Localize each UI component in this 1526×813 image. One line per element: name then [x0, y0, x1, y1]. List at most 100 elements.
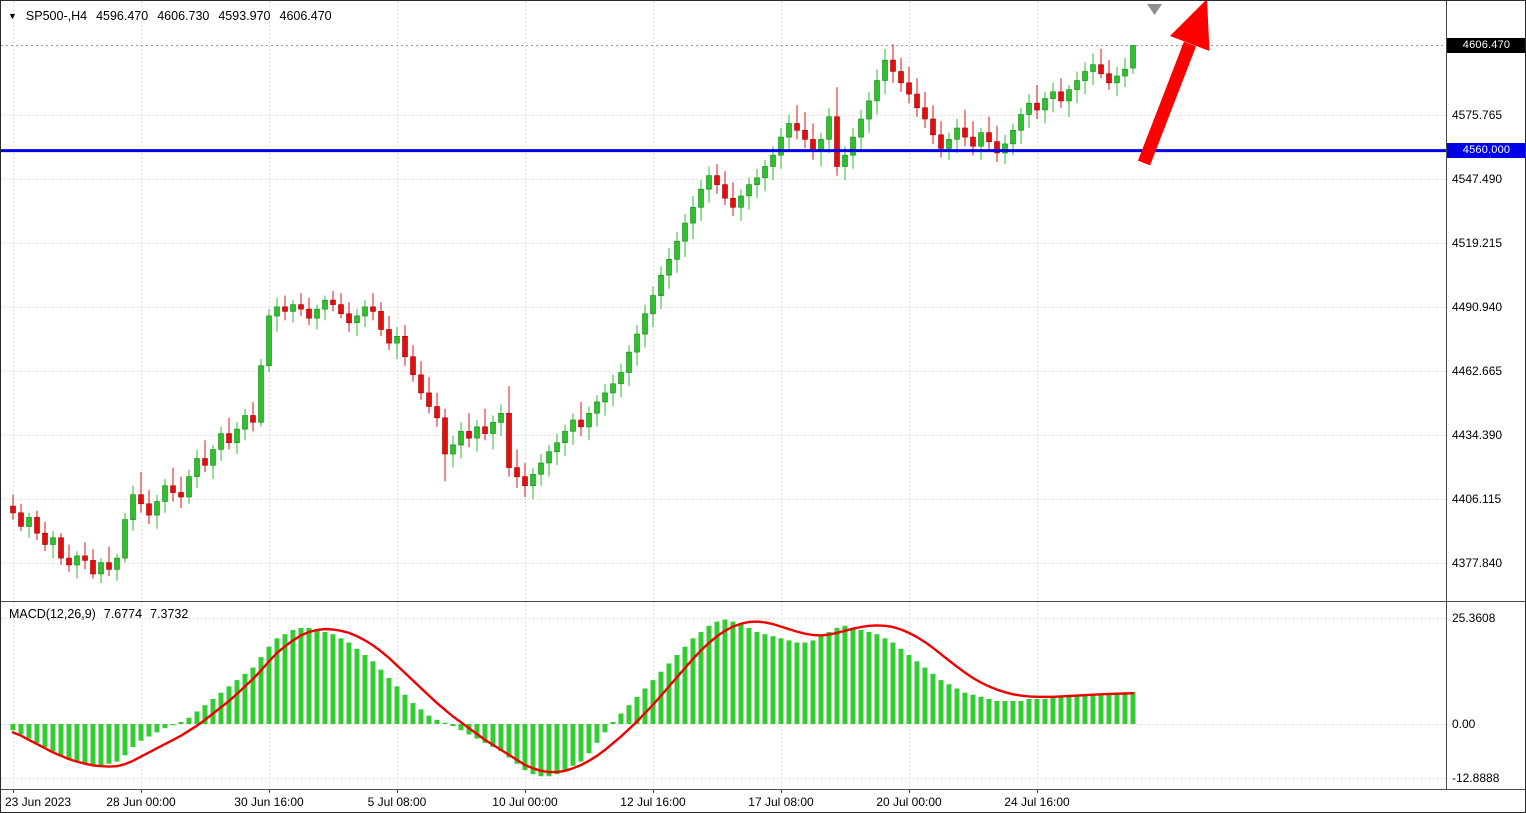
candle — [810, 139, 816, 151]
candle — [994, 141, 1000, 154]
macd-bar — [498, 724, 504, 752]
trend-arrow[interactable] — [1137, 1, 1210, 166]
candle — [634, 333, 640, 353]
macd-bar — [874, 634, 880, 724]
candle — [930, 118, 936, 136]
candle — [530, 474, 536, 486]
macd-bar — [970, 694, 976, 724]
candle — [346, 313, 352, 324]
candle — [210, 449, 216, 466]
candle — [130, 494, 136, 520]
candle — [394, 335, 400, 344]
candle — [1082, 71, 1088, 81]
candle — [914, 93, 920, 108]
macd-axis-label: -12.8888 — [1452, 771, 1500, 785]
candle — [146, 503, 152, 516]
time-axis[interactable]: 23 Jun 2023 28 Jun 00:00 30 Jun 16:00 5 Jul… — [5, 789, 1070, 809]
candle — [258, 365, 264, 423]
candle — [826, 116, 832, 140]
macd-bar — [242, 673, 248, 724]
candle — [746, 184, 752, 197]
macd-bar — [866, 632, 872, 724]
macd-bar — [674, 655, 680, 724]
macd-bar — [306, 627, 312, 724]
macd-bar — [1098, 694, 1104, 724]
candle — [1090, 64, 1096, 72]
candle — [154, 501, 160, 516]
macd-bar — [170, 724, 176, 726]
candle — [802, 130, 808, 140]
macd-bar — [18, 724, 24, 735]
candle — [722, 184, 728, 199]
macd-bar — [946, 684, 952, 724]
candle — [786, 123, 792, 138]
macd-bar — [834, 627, 840, 724]
candle — [378, 311, 384, 330]
price-axis-label: 4377.840 — [1452, 556, 1502, 570]
ohlc-close: 4606.470 — [279, 9, 332, 23]
macd-bar — [1122, 693, 1128, 724]
macd-bar — [226, 686, 232, 724]
macd-bar — [1106, 694, 1112, 724]
macd-bar — [106, 724, 112, 764]
price-axis-label: 4519.215 — [1452, 236, 1502, 250]
macd-bar — [418, 709, 424, 724]
candle — [106, 562, 112, 570]
macd-bar — [450, 724, 456, 727]
candle — [122, 519, 128, 559]
macd-bar — [698, 632, 704, 724]
candle — [682, 222, 688, 242]
macd-bar — [938, 680, 944, 724]
candle — [450, 444, 456, 455]
time-label: 5 Jul 08:00 — [368, 795, 427, 809]
candle — [842, 154, 848, 167]
candle — [642, 313, 648, 335]
candle — [290, 304, 296, 312]
time-label: 28 Jun 00:00 — [106, 795, 176, 809]
macd-bar — [250, 667, 256, 724]
macd-bar — [210, 698, 216, 724]
macd-bar — [346, 642, 352, 724]
candle — [1106, 73, 1112, 84]
macd-bar — [906, 655, 912, 724]
macd-bar — [490, 724, 496, 747]
level-price-tag[interactable]: 4560.000 — [1447, 143, 1525, 159]
macd-histogram — [10, 619, 1136, 777]
candle — [138, 494, 144, 505]
macd-bar — [802, 642, 808, 724]
ohlc-open: 4596.470 — [96, 9, 149, 23]
ohlc-high: 4606.730 — [157, 9, 210, 23]
macd-bar — [474, 724, 480, 739]
macd-bar — [658, 671, 664, 724]
candle — [1018, 114, 1024, 131]
macd-bar — [122, 724, 128, 756]
macd-bar — [338, 638, 344, 724]
macd-bar — [818, 636, 824, 724]
macd-bar — [714, 621, 720, 724]
candle — [730, 197, 736, 208]
candle — [314, 308, 320, 319]
macd-bar — [1050, 696, 1056, 724]
macd-bar — [290, 629, 296, 724]
candle — [626, 351, 632, 373]
candle — [482, 426, 488, 434]
candle — [42, 532, 48, 545]
price-axis[interactable]: 4575.765 4547.490 4519.215 4490.940 4462.665… — [1452, 108, 1502, 785]
candle — [618, 372, 624, 385]
macd-bar — [26, 724, 32, 739]
macd-bar — [754, 632, 760, 724]
candle — [338, 304, 344, 315]
macd-bar — [842, 625, 848, 724]
macd-bar — [666, 663, 672, 724]
candle — [474, 426, 480, 439]
candle — [850, 136, 856, 156]
time-label: 12 Jul 16:00 — [620, 795, 686, 809]
candle — [58, 537, 64, 559]
macd-bar — [1082, 694, 1088, 724]
candle — [458, 431, 464, 446]
candle — [1122, 68, 1128, 77]
macd-bar — [882, 638, 888, 724]
macd-bar — [34, 724, 40, 743]
macd-signal-line — [11, 620, 1135, 774]
